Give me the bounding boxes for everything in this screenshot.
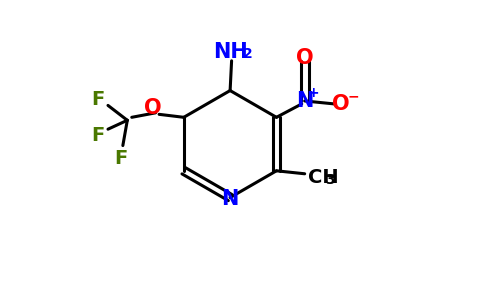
Text: F: F xyxy=(115,149,128,168)
Text: O: O xyxy=(332,94,349,114)
Text: +: + xyxy=(307,85,319,100)
Text: N: N xyxy=(296,91,313,111)
Text: O: O xyxy=(144,98,161,118)
Text: O: O xyxy=(296,48,314,68)
Text: N: N xyxy=(221,189,239,209)
Text: −: − xyxy=(348,89,359,103)
Text: 3: 3 xyxy=(325,173,335,187)
Text: F: F xyxy=(91,90,104,109)
Text: CH: CH xyxy=(308,168,339,187)
Text: F: F xyxy=(91,126,104,145)
Text: 2: 2 xyxy=(243,47,253,61)
Text: NH: NH xyxy=(213,42,247,62)
